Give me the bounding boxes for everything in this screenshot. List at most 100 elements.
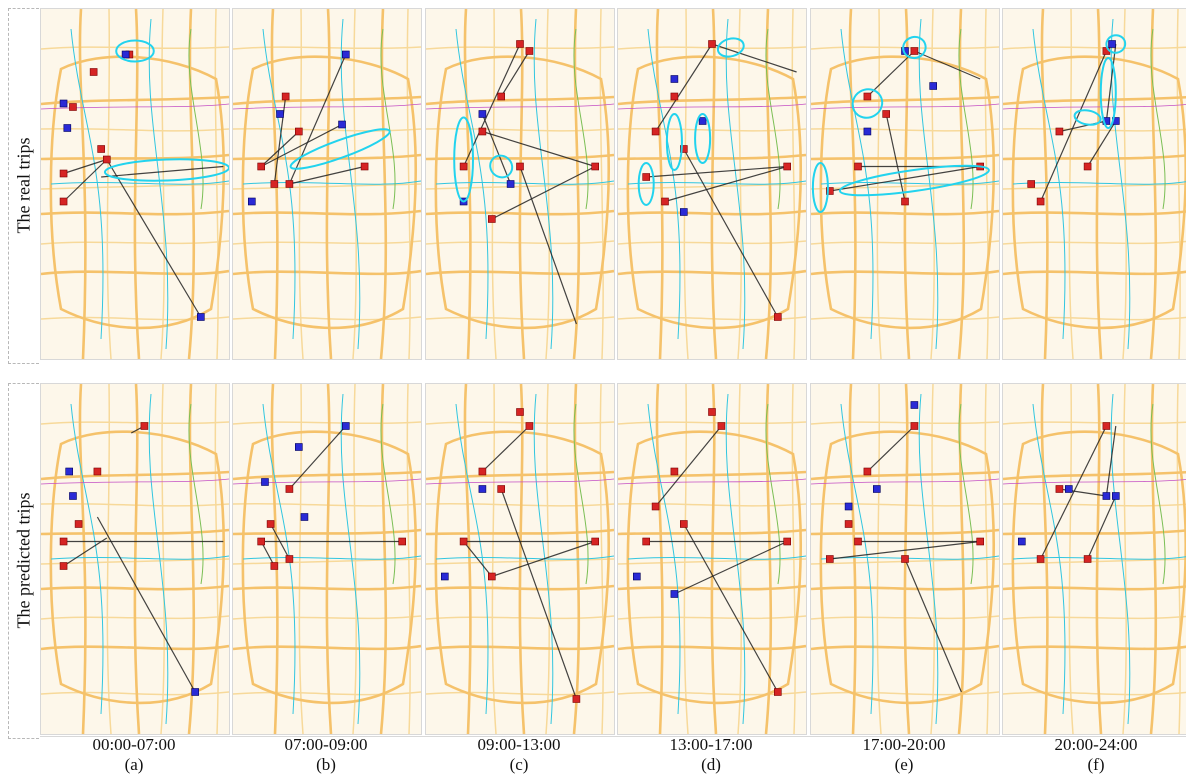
minor-road <box>1122 9 1127 359</box>
transit-line <box>1003 479 1186 485</box>
predicted-trips-map-f <box>1002 383 1186 735</box>
origin-marker <box>783 537 791 546</box>
transit-line <box>533 393 554 725</box>
transit-line <box>1032 403 1066 715</box>
transit-line <box>340 18 361 350</box>
major-road <box>379 384 388 734</box>
destination-marker <box>248 197 256 206</box>
real-trips-map-c <box>425 8 615 360</box>
basemap-svg <box>1003 384 1186 734</box>
minor-road <box>41 421 229 425</box>
highlight-ellipse <box>716 37 745 58</box>
destination-marker <box>261 478 269 486</box>
major-road <box>655 384 664 734</box>
destination-marker <box>191 688 199 696</box>
major-road <box>434 430 610 705</box>
major-road <box>233 470 421 481</box>
destination-marker <box>1112 492 1120 500</box>
basemap-svg <box>811 9 999 359</box>
destination-marker <box>478 485 487 493</box>
origin-marker <box>591 162 599 171</box>
transit-line <box>725 18 746 350</box>
major-road <box>903 9 911 359</box>
minor-road <box>618 421 806 425</box>
trip-link <box>63 158 107 175</box>
major-road <box>1040 384 1049 734</box>
destination-marker <box>338 120 346 129</box>
origin-marker <box>1083 162 1092 171</box>
transit-line <box>380 28 396 210</box>
major-road <box>1003 470 1186 481</box>
major-road <box>1149 384 1158 734</box>
highlight-ellipse <box>851 88 884 119</box>
major-road <box>811 269 999 276</box>
destination-marker <box>929 82 937 90</box>
transit-line <box>233 478 421 485</box>
highlight-ellipse <box>103 158 229 182</box>
destination-marker <box>698 117 707 125</box>
predicted-trips-map-e <box>810 383 1000 735</box>
origin-marker <box>826 555 834 563</box>
minor-road <box>930 384 935 734</box>
origin-marker <box>1102 422 1111 430</box>
destination-marker <box>276 110 284 118</box>
highlight-ellipse <box>489 154 514 179</box>
basemap-svg <box>618 9 806 359</box>
origin-marker <box>854 537 862 546</box>
origin-marker <box>572 695 581 703</box>
origin-marker <box>478 127 487 136</box>
origin-marker <box>89 68 98 76</box>
minor-road <box>791 9 796 359</box>
major-road <box>463 384 472 734</box>
major-road <box>710 384 718 734</box>
predicted-trips-group-bracket <box>8 383 39 739</box>
trip-link <box>829 540 981 560</box>
trip-link <box>463 541 493 577</box>
origin-marker <box>270 180 279 188</box>
trip-link <box>106 159 202 318</box>
origin-marker <box>69 103 77 111</box>
destination-marker <box>863 127 872 136</box>
real-trips-map-b <box>232 8 422 360</box>
destination-marker <box>300 513 309 521</box>
transit-line <box>618 478 806 485</box>
origin-marker <box>854 162 862 171</box>
minor-road <box>984 9 989 359</box>
major-road <box>78 9 87 359</box>
major-road <box>233 644 421 651</box>
destination-marker <box>342 422 350 430</box>
transit-line <box>70 28 104 340</box>
origin-marker <box>591 537 599 546</box>
basemap-svg <box>618 384 806 734</box>
minor-road <box>160 9 165 359</box>
destination-marker <box>910 401 919 409</box>
major-road <box>811 644 999 651</box>
destination-marker <box>1064 485 1073 493</box>
origin-marker <box>516 40 524 48</box>
transit-line <box>1150 28 1166 210</box>
origin-marker <box>910 422 919 430</box>
real-trips-map-f <box>1002 8 1186 360</box>
destination-marker <box>1102 492 1111 500</box>
basemap-svg <box>41 9 229 359</box>
highlight-ellipse <box>115 39 155 63</box>
trip-link <box>491 165 596 220</box>
origin-marker <box>257 537 266 546</box>
trip-link <box>683 148 779 318</box>
origin-marker <box>140 422 149 430</box>
minor-road <box>737 9 742 359</box>
major-road <box>1011 430 1186 705</box>
major-road <box>1040 9 1049 359</box>
origin-marker <box>285 485 294 493</box>
destination-marker <box>63 124 72 132</box>
transit-line <box>958 28 974 210</box>
trip-link <box>289 165 365 185</box>
major-road <box>233 269 421 276</box>
major-road <box>572 9 581 359</box>
major-road <box>233 95 421 106</box>
highlight-ellipse <box>902 35 927 60</box>
minor-road <box>160 384 165 734</box>
trip-link <box>260 123 343 168</box>
origin-marker <box>59 537 68 546</box>
major-road <box>325 384 333 734</box>
